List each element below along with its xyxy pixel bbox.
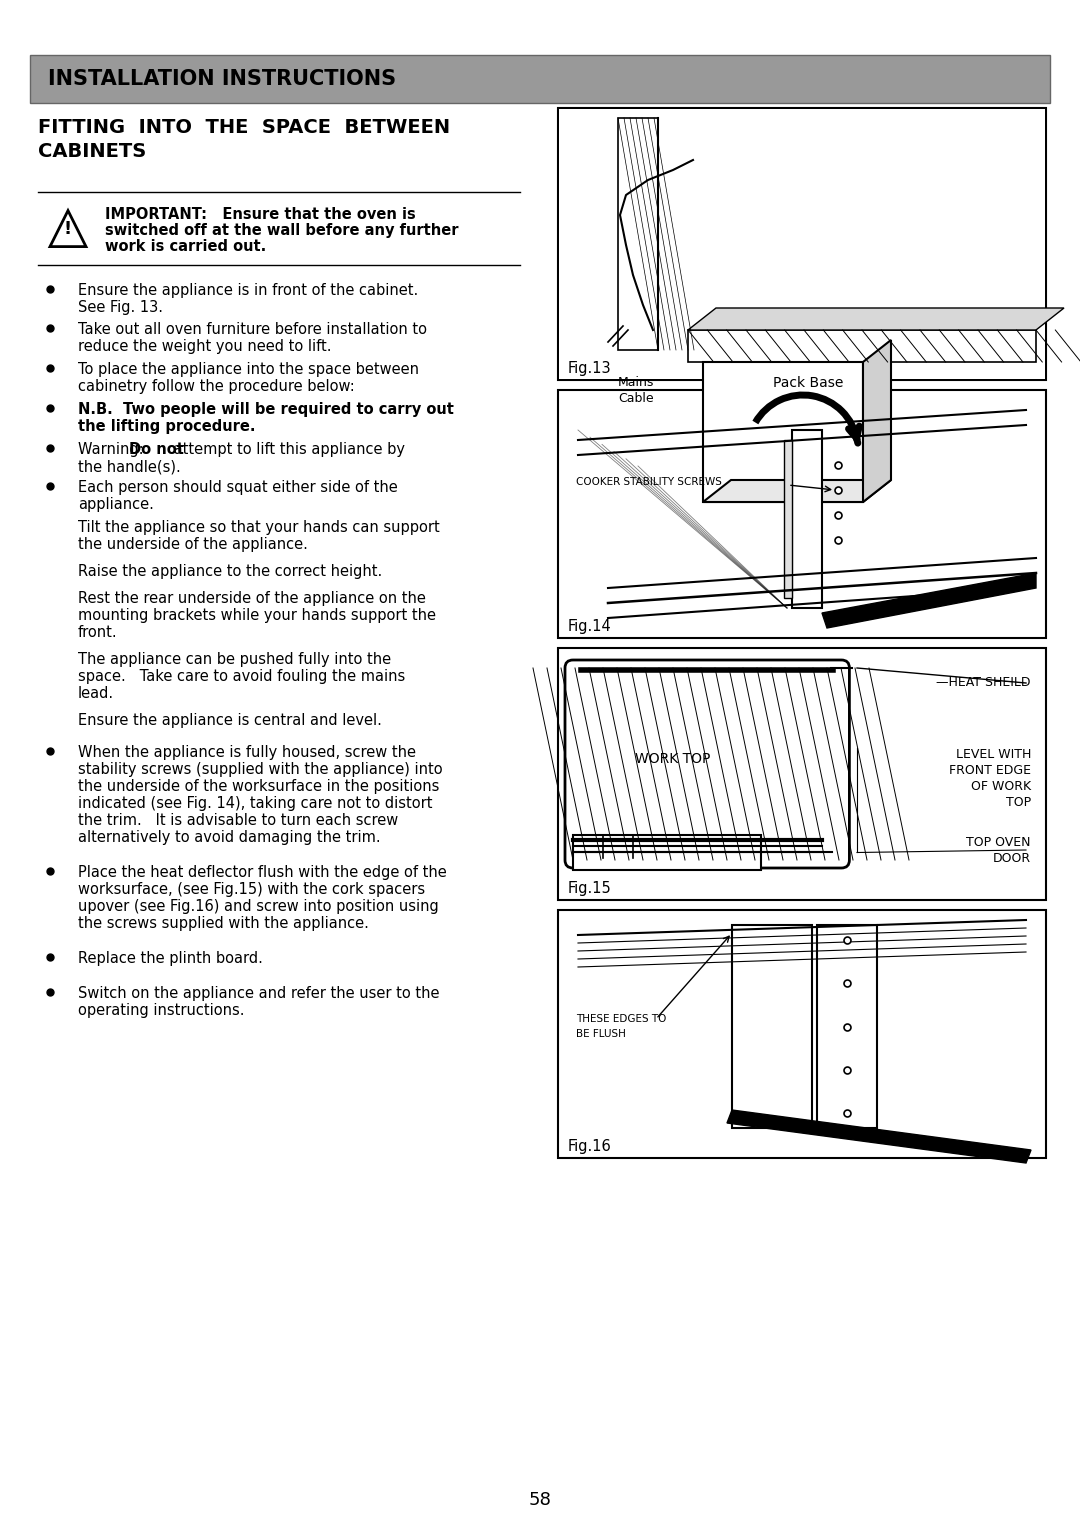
Bar (784, 440, 792, 597)
Text: alternatively to avoid damaging the trim.: alternatively to avoid damaging the trim… (78, 830, 380, 845)
Text: THESE EDGES TO: THESE EDGES TO (576, 1015, 666, 1024)
Text: Warning:: Warning: (78, 442, 148, 457)
Text: Cable: Cable (618, 393, 653, 405)
Text: Ensure the appliance is in front of the cabinet.: Ensure the appliance is in front of the … (78, 283, 418, 298)
Bar (703, 362, 863, 503)
Text: Each person should squat either side of the: Each person should squat either side of … (78, 480, 397, 495)
Text: work is carried out.: work is carried out. (105, 238, 267, 254)
Text: Rest the rear underside of the appliance on the: Rest the rear underside of the appliance… (78, 591, 426, 607)
Bar (688, 330, 1036, 362)
Text: Take out all oven furniture before installation to: Take out all oven furniture before insta… (78, 322, 427, 338)
Text: LEVEL WITH
FRONT EDGE
OF WORK
TOP: LEVEL WITH FRONT EDGE OF WORK TOP (949, 749, 1031, 808)
Bar (559, 108, 1045, 379)
Text: upover (see Fig.16) and screw into position using: upover (see Fig.16) and screw into posit… (78, 898, 438, 914)
Text: To place the appliance into the space between: To place the appliance into the space be… (78, 362, 419, 377)
Polygon shape (703, 480, 891, 503)
Polygon shape (822, 573, 1036, 628)
Text: Tilt the appliance so that your hands can support: Tilt the appliance so that your hands ca… (78, 520, 440, 535)
Text: the lifting procedure.: the lifting procedure. (78, 419, 256, 434)
Text: COOKER STABILITY SCREWS: COOKER STABILITY SCREWS (576, 477, 721, 487)
Text: the screws supplied with the appliance.: the screws supplied with the appliance. (78, 915, 369, 931)
Text: mounting brackets while your hands support the: mounting brackets while your hands suppo… (78, 608, 436, 623)
Bar (792, 429, 822, 608)
Text: the underside of the worksurface in the positions: the underside of the worksurface in the … (78, 779, 440, 795)
Text: N.B.  Two people will be required to carry out: N.B. Two people will be required to carr… (78, 402, 454, 417)
Text: front.: front. (78, 625, 118, 640)
Polygon shape (727, 1109, 1031, 1163)
Polygon shape (863, 341, 891, 503)
Text: INSTALLATION INSTRUCTIONS: INSTALLATION INSTRUCTIONS (48, 69, 396, 89)
Text: Ensure the appliance is central and level.: Ensure the appliance is central and leve… (78, 714, 382, 727)
Text: appliance.: appliance. (78, 497, 153, 512)
Text: —HEAT SHEILD: —HEAT SHEILD (936, 677, 1031, 689)
Text: the underside of the appliance.: the underside of the appliance. (78, 536, 308, 552)
Text: the trim.   It is advisable to turn each screw: the trim. It is advisable to turn each s… (78, 813, 399, 828)
Text: Do not: Do not (129, 442, 184, 457)
Text: Fig.15: Fig.15 (568, 882, 611, 895)
Text: FITTING  INTO  THE  SPACE  BETWEEN: FITTING INTO THE SPACE BETWEEN (38, 118, 450, 138)
Text: When the appliance is fully housed, screw the: When the appliance is fully housed, scre… (78, 746, 416, 759)
Bar (558, 648, 1047, 900)
Bar (558, 911, 1047, 1158)
Text: The appliance can be pushed fully into the: The appliance can be pushed fully into t… (78, 652, 391, 668)
Polygon shape (688, 309, 1064, 330)
Bar (618, 118, 658, 350)
Text: reduce the weight you need to lift.: reduce the weight you need to lift. (78, 339, 332, 354)
Text: Replace the plinth board.: Replace the plinth board. (78, 950, 262, 966)
Text: switched off at the wall before any further: switched off at the wall before any furt… (105, 223, 459, 238)
Text: worksurface, (see Fig.15) with the cork spacers: worksurface, (see Fig.15) with the cork … (78, 882, 426, 897)
Text: IMPORTANT:   Ensure that the oven is: IMPORTANT: Ensure that the oven is (105, 206, 416, 222)
Bar (558, 390, 1047, 639)
FancyBboxPatch shape (565, 660, 849, 868)
Text: TOP OVEN
DOOR: TOP OVEN DOOR (967, 836, 1031, 865)
Text: indicated (see Fig. 14), taking care not to distort: indicated (see Fig. 14), taking care not… (78, 796, 432, 811)
Text: 58: 58 (528, 1491, 552, 1510)
Bar (573, 834, 761, 869)
Text: cabinetry follow the procedure below:: cabinetry follow the procedure below: (78, 379, 354, 394)
Bar (732, 924, 812, 1128)
Text: Pack Base: Pack Base (773, 376, 843, 390)
Text: Raise the appliance to the correct height.: Raise the appliance to the correct heigh… (78, 564, 382, 579)
Text: Switch on the appliance and refer the user to the: Switch on the appliance and refer the us… (78, 986, 440, 1001)
Text: See Fig. 13.: See Fig. 13. (78, 299, 163, 315)
Text: Fig.13: Fig.13 (568, 361, 611, 376)
Bar (30, 55, 1050, 102)
Text: Fig.14: Fig.14 (568, 619, 611, 634)
Text: WORK TOP: WORK TOP (635, 752, 710, 766)
Text: space.   Take care to avoid fouling the mains: space. Take care to avoid fouling the ma… (78, 669, 405, 685)
Text: Place the heat deflector flush with the edge of the: Place the heat deflector flush with the … (78, 865, 447, 880)
Bar (816, 924, 877, 1128)
Text: BE FLUSH: BE FLUSH (576, 1028, 626, 1039)
Text: attempt to lift this appliance by: attempt to lift this appliance by (168, 442, 405, 457)
Text: lead.: lead. (78, 686, 114, 701)
Text: the handle(s).: the handle(s). (78, 458, 180, 474)
Text: Mains: Mains (618, 376, 654, 390)
Text: Fig.16: Fig.16 (568, 1138, 611, 1154)
Bar (558, 108, 1047, 380)
Text: !: ! (64, 220, 72, 237)
Text: stability screws (supplied with the appliance) into: stability screws (supplied with the appl… (78, 762, 443, 778)
Text: operating instructions.: operating instructions. (78, 1002, 244, 1018)
Text: CABINETS: CABINETS (38, 142, 146, 160)
